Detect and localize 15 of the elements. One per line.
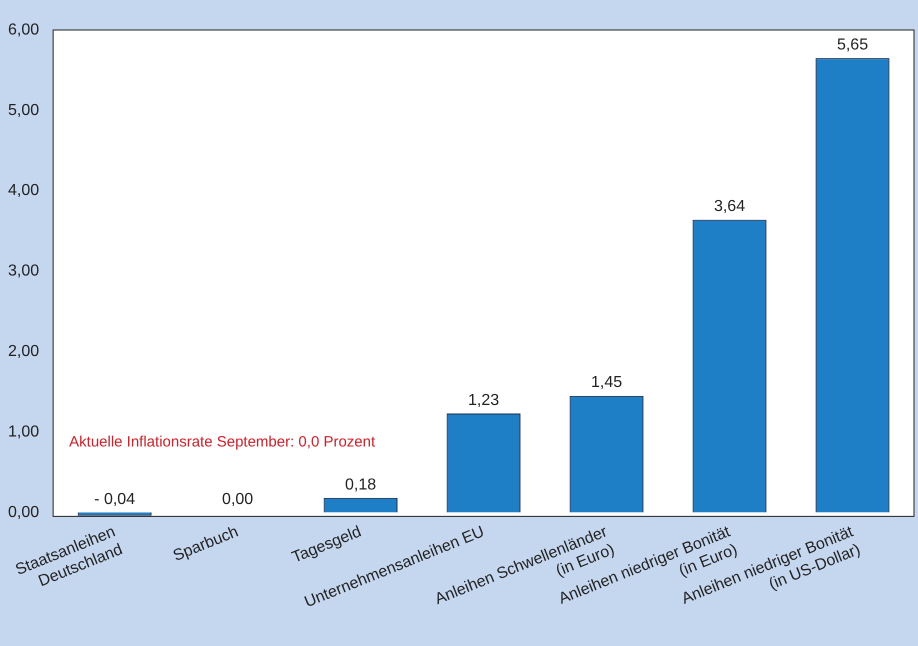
data-label: 1,45 xyxy=(590,374,622,392)
data-label: 1,23 xyxy=(468,392,500,409)
y-tick-label: 3,00 xyxy=(8,262,40,280)
y-tick-label: 2,00 xyxy=(8,343,40,360)
y-tick-label: 1,00 xyxy=(8,423,40,440)
data-label: 3,64 xyxy=(714,198,746,216)
data-label: - 0,04 xyxy=(94,490,136,508)
y-tick-label: 6,00 xyxy=(8,21,40,38)
annotation: Aktuelle Inflationsrate September: 0,0 Prozent xyxy=(69,434,376,451)
data-label: 0,18 xyxy=(345,476,376,494)
y-tick-label: 4,00 xyxy=(8,182,40,200)
y-tick-label: 5,00 xyxy=(8,102,40,119)
data-label: 0,00 xyxy=(222,490,254,508)
data-label: 5,65 xyxy=(836,36,868,54)
y-tick-label: 0,00 xyxy=(8,504,40,521)
